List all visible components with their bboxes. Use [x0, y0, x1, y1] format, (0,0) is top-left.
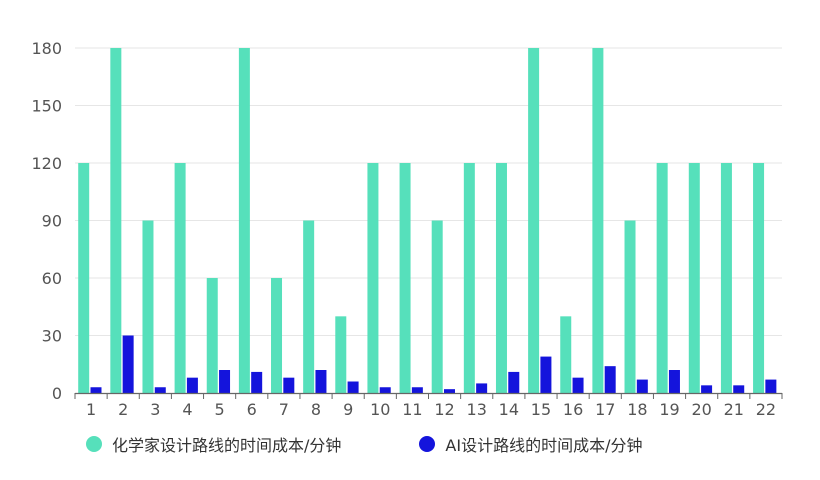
- y-tick-label: 90: [42, 212, 62, 231]
- bar-ai: [572, 377, 584, 393]
- bar-chemist: [174, 163, 186, 393]
- bar-ai: [251, 371, 263, 393]
- x-tick-label: 5: [215, 400, 225, 419]
- bar-chemist: [656, 163, 668, 393]
- bar-ai: [476, 383, 488, 393]
- x-tick-label: 14: [499, 400, 519, 419]
- bar-ai: [283, 377, 295, 393]
- y-axis-ticks: 0 30 60 90 120 150 180: [31, 39, 62, 403]
- legend-item-chemist: 化学家设计路线的时间成本/分钟: [86, 432, 341, 456]
- bar-ai: [122, 335, 134, 393]
- bar-ai: [765, 379, 777, 393]
- x-tick-label: 1: [86, 400, 96, 419]
- bar-ai: [411, 387, 423, 393]
- bar-chemist: [303, 220, 315, 393]
- bar-ai: [508, 371, 520, 393]
- legend-label-chemist: 化学家设计路线的时间成本/分钟: [112, 436, 342, 455]
- x-tick-label: 8: [311, 400, 321, 419]
- bar-ai: [90, 387, 102, 393]
- bar-ai: [604, 366, 616, 393]
- bar-chemist: [335, 316, 347, 393]
- bar-chemist: [688, 163, 700, 393]
- x-tick-label: 12: [434, 400, 454, 419]
- bar-chemist: [238, 48, 250, 393]
- bar-ai: [347, 381, 359, 393]
- bar-chemist: [431, 220, 443, 393]
- legend-label-ai: AI设计路线的时间成本/分钟: [445, 436, 643, 455]
- bar-chemist: [720, 163, 732, 393]
- x-tick-label: 16: [563, 400, 583, 419]
- bar-ai: [444, 389, 455, 393]
- x-tick-label: 4: [182, 400, 192, 419]
- bar-chemist: [399, 163, 411, 393]
- x-tick-label: 22: [756, 400, 776, 419]
- bar-chemist: [206, 278, 218, 393]
- bar-ai: [219, 370, 231, 393]
- bar-ai: [154, 387, 166, 393]
- legend-item-ai: AI设计路线的时间成本/分钟: [419, 432, 642, 456]
- legend-dot-chemist: [86, 436, 102, 452]
- bar-chemist: [110, 48, 122, 393]
- y-tick-label: 180: [31, 39, 62, 58]
- bar-ai: [540, 356, 552, 393]
- x-tick-label: 2: [118, 400, 128, 419]
- bar-chemist: [367, 163, 379, 393]
- x-tick-label: 3: [150, 400, 160, 419]
- x-tick-label: 6: [247, 400, 257, 419]
- y-tick-label: 0: [52, 384, 62, 403]
- legend-dot-ai: [419, 436, 436, 452]
- bar-chemist: [271, 278, 283, 393]
- y-tick-label: 60: [42, 269, 62, 288]
- bar-chemist: [560, 316, 572, 393]
- x-tick-label: 13: [467, 400, 487, 419]
- bar-chemist: [592, 48, 604, 393]
- x-tick-label: 7: [279, 400, 289, 419]
- x-tick-label: 18: [627, 400, 647, 419]
- x-tick-label: 21: [724, 400, 744, 419]
- bar-chemist: [463, 163, 475, 393]
- x-tick-label: 19: [659, 400, 679, 419]
- x-tick-label: 15: [531, 400, 551, 419]
- y-tick-label: 120: [31, 154, 62, 173]
- bar-ai: [668, 370, 680, 393]
- y-tick-label: 150: [31, 97, 62, 116]
- x-tick-label: 10: [370, 400, 390, 419]
- bar-ai: [186, 377, 198, 393]
- bar-ai: [315, 370, 327, 393]
- bar-ai: [636, 379, 648, 393]
- bar-ai: [733, 385, 745, 393]
- bar-chemist: [78, 163, 90, 393]
- bar-chemist: [495, 163, 507, 393]
- x-tick-label: 11: [402, 400, 422, 419]
- x-tick-label: 9: [343, 400, 353, 419]
- bars: [78, 48, 777, 393]
- bar-chemist: [528, 48, 540, 393]
- x-axis: 1 2 3 4 5 6 7 8 9 10 11 12 13 14 15 16 17 18 19 20 21 22: [74, 392, 783, 419]
- bar-chemist: [624, 220, 636, 393]
- bar-chemist: [142, 220, 154, 393]
- x-tick-label: 17: [595, 400, 615, 419]
- y-tick-label: 30: [42, 327, 62, 346]
- x-tick-label: 20: [691, 400, 711, 419]
- bar-ai: [701, 385, 713, 393]
- bar-chemist: [753, 163, 765, 393]
- bar-ai: [379, 387, 391, 393]
- legend: 化学家设计路线的时间成本/分钟 AI设计路线的时间成本/分钟: [86, 432, 720, 456]
